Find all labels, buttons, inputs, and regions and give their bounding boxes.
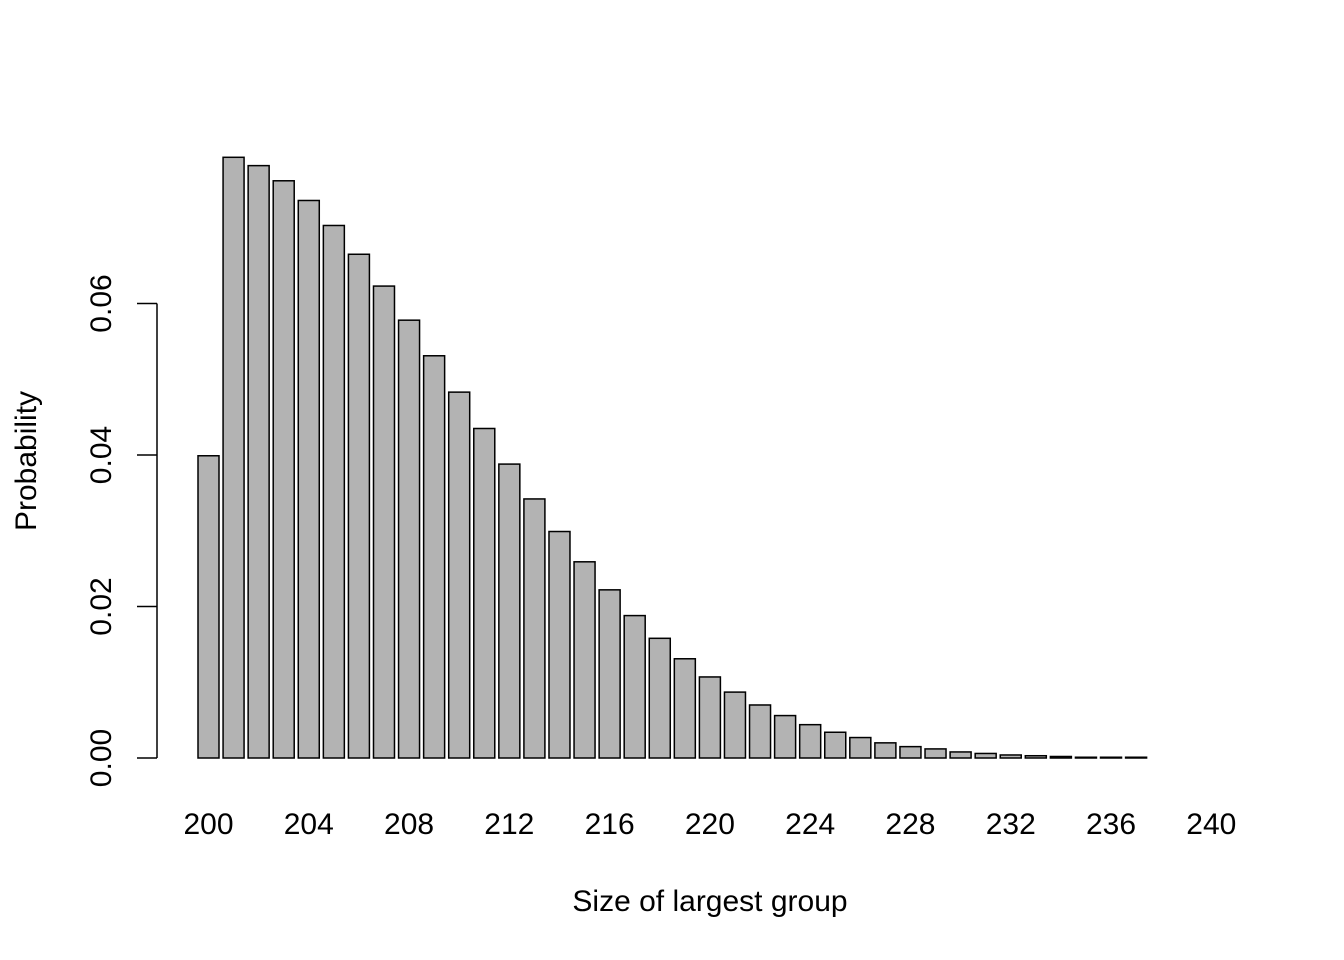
y-tick-label: 0.02 xyxy=(85,577,118,635)
bar-218 xyxy=(648,637,672,759)
bar-216 xyxy=(598,589,621,759)
bar-203 xyxy=(272,180,295,759)
x-tick-label: 212 xyxy=(484,808,534,841)
bar-220 xyxy=(698,676,722,759)
bar-211 xyxy=(473,427,496,759)
x-tick-label: 236 xyxy=(1086,808,1136,841)
bar-222 xyxy=(748,704,772,759)
bar-213 xyxy=(523,498,546,759)
bar-215 xyxy=(573,561,596,759)
x-tick-label: 200 xyxy=(183,808,233,841)
bar-234 xyxy=(1049,755,1073,759)
bar-208 xyxy=(397,319,421,759)
x-tick-label: 224 xyxy=(785,808,835,841)
bar-200 xyxy=(197,455,220,759)
y-tick-label: 0.04 xyxy=(85,426,118,484)
bar-221 xyxy=(723,691,747,759)
y-tick-label: 0.00 xyxy=(85,729,118,787)
bar-214 xyxy=(548,530,571,759)
bar-227 xyxy=(874,742,897,759)
y-axis-title: Probability xyxy=(10,391,43,531)
bar-235 xyxy=(1074,756,1098,759)
bar-223 xyxy=(773,714,797,759)
y-axis: 0.00 0.02 0.04 0.06 xyxy=(85,274,158,787)
bar-210 xyxy=(447,391,471,759)
bar-202 xyxy=(247,164,270,759)
bar-217 xyxy=(623,614,646,759)
bar-236 xyxy=(1099,756,1123,759)
x-tick-label: 204 xyxy=(284,808,334,841)
bar-231 xyxy=(974,752,997,759)
bar-228 xyxy=(899,745,922,759)
bar-237 xyxy=(1124,756,1148,759)
bar-201 xyxy=(222,156,245,759)
x-tick-label: 220 xyxy=(685,808,735,841)
bar-230 xyxy=(949,751,972,759)
x-tick-label: 232 xyxy=(986,808,1036,841)
y-tick-label: 0.06 xyxy=(85,274,118,332)
x-tick-label: 208 xyxy=(384,808,434,841)
bar-204 xyxy=(297,199,321,759)
x-tick-label: 216 xyxy=(585,808,635,841)
bar-209 xyxy=(422,355,446,759)
bar-219 xyxy=(673,658,697,759)
x-axis-title: Size of largest group xyxy=(572,885,847,918)
x-tick-label: 240 xyxy=(1186,808,1236,841)
bar-205 xyxy=(322,224,346,759)
bar-229 xyxy=(924,748,947,759)
bar-232 xyxy=(999,754,1022,759)
bar-212 xyxy=(498,463,521,759)
bars-group xyxy=(197,156,1148,759)
bar-207 xyxy=(372,285,396,759)
x-axis-labels: 200 204 208 212 216 220 224 228 232 236 240 xyxy=(183,808,1236,841)
bar-226 xyxy=(849,736,872,759)
bar-224 xyxy=(798,723,822,759)
bar-225 xyxy=(824,731,847,759)
x-tick-label: 228 xyxy=(885,808,935,841)
bar-233 xyxy=(1024,754,1048,759)
bar-206 xyxy=(347,253,371,759)
